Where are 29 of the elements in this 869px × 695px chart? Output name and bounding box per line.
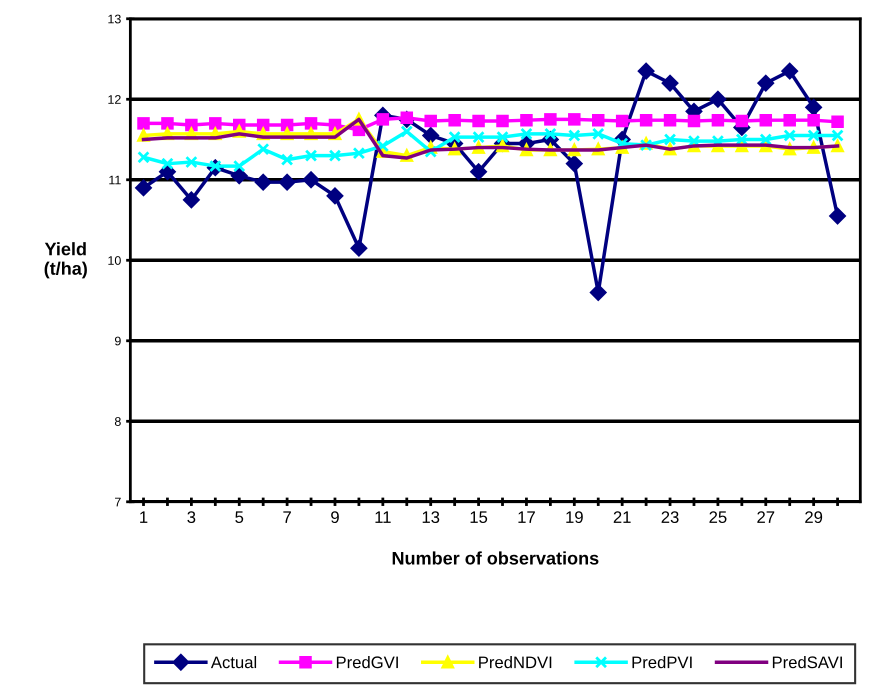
x-tick-label: 3: [187, 511, 196, 524]
legend-label: PredSAVI: [772, 656, 842, 668]
x-tick-label: 13: [422, 511, 440, 524]
x-tick-label: 21: [614, 511, 631, 523]
y-tick-label: 13: [108, 14, 121, 24]
x-tick-label: 27: [757, 511, 774, 523]
y-tick-label: 11: [109, 176, 121, 184]
x-tick-label: 5: [235, 511, 244, 524]
y-axis-title: Yield (t/ha): [44, 242, 87, 278]
legend-label: PredNDVI: [479, 656, 552, 668]
x-tick-label: 15: [470, 511, 488, 524]
y-tick-label: 10: [108, 256, 121, 265]
x-tick-label: 17: [518, 511, 535, 523]
y-tick-label: 7: [115, 498, 121, 506]
x-tick-label: 23: [662, 511, 679, 524]
x-tick-label: 29: [805, 511, 822, 524]
legend-label: Actual: [210, 656, 256, 668]
x-tick-label: 7: [283, 511, 291, 523]
y-tick-label: 9: [114, 336, 121, 346]
y-tick-label: 8: [114, 417, 121, 426]
x-axis-title: Number of observations: [392, 551, 598, 565]
x-tick-label: 9: [331, 511, 339, 524]
x-tick-label: 11: [375, 511, 391, 523]
legend-label: PredGVI: [336, 656, 398, 668]
y-tick-label: 12: [108, 95, 121, 104]
x-tick-label: 19: [566, 511, 583, 524]
x-tick-label: 25: [709, 511, 726, 524]
legend-label: PredPVI: [632, 656, 692, 668]
x-tick-label: 1: [140, 511, 148, 523]
